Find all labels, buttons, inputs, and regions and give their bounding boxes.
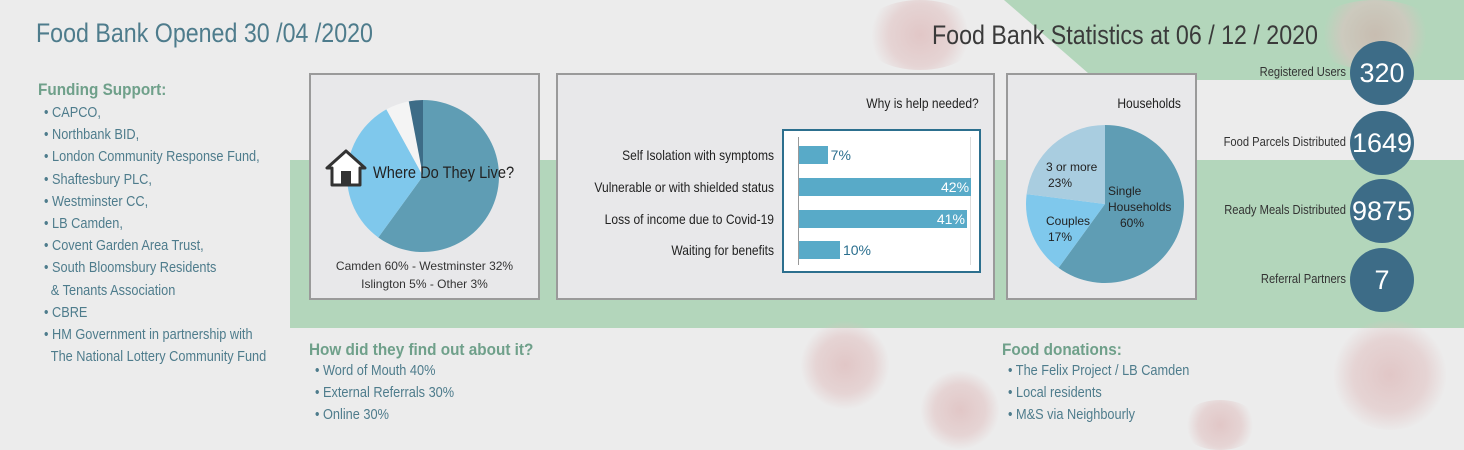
where-caption-2: Islington 5% - Other 3% xyxy=(361,277,488,291)
bar-category-label: Vulnerable or with shielded status xyxy=(594,179,774,195)
list-item: London Community Response Fund, xyxy=(44,146,266,168)
list-item: Word of Mouth 40% xyxy=(315,360,522,382)
where-pie-chart xyxy=(347,100,499,252)
why-title: Why is help needed? xyxy=(866,95,979,111)
virus-decoration xyxy=(1330,320,1450,430)
single-label-line-1: Single xyxy=(1108,184,1142,198)
bar-category-label: Loss of income due to Covid-19 xyxy=(604,211,774,227)
bar xyxy=(799,178,971,196)
households-title: Households xyxy=(1117,95,1181,111)
donations-section: Food donations: The Felix Project / LB C… xyxy=(1002,340,1221,426)
couples-pct: 17% xyxy=(1048,230,1073,244)
list-item: Westminster CC, xyxy=(44,191,266,213)
stat-value-meals: 9875 xyxy=(1350,179,1414,243)
bar-category-label: Self Isolation with symptoms xyxy=(622,147,774,163)
find-out-section: How did they find out about it? Word of … xyxy=(309,340,558,426)
pie-slice-westminster xyxy=(347,109,423,238)
pie-slice-islington xyxy=(386,101,423,176)
list-item: The National Lottery Community Fund xyxy=(50,348,267,366)
stat-label-meals: Ready Meals Distributed xyxy=(1224,202,1346,217)
list-item: CBRE xyxy=(44,302,266,324)
funding-list: CAPCO, Northbank BID, London Community R… xyxy=(44,102,305,368)
list-item: Northbank BID, xyxy=(44,124,266,146)
couples-label: Couples 17% xyxy=(1046,213,1090,245)
bar-value-label: 10% xyxy=(842,242,871,258)
stat-value-registered: 320 xyxy=(1350,41,1414,105)
pie-slice-couples xyxy=(1026,194,1105,268)
three-label: 3 or more 23% xyxy=(1046,159,1097,191)
stat-value-parcels: 1649 xyxy=(1350,111,1414,175)
donations-list: The Felix Project / LB Camden Local resi… xyxy=(1008,360,1221,426)
stat-label-parcels: Food Parcels Distributed xyxy=(1223,134,1346,149)
bar xyxy=(799,210,967,228)
virus-decoration xyxy=(1180,400,1260,450)
house-icon xyxy=(325,149,367,187)
virus-decoration xyxy=(800,320,890,410)
chart-gridline xyxy=(970,137,971,265)
list-item: External Referrals 30% xyxy=(315,382,522,404)
list-item: Local residents xyxy=(1008,382,1189,404)
virus-decoration xyxy=(920,370,1000,450)
single-label: Single Households 60% xyxy=(1108,183,1171,231)
why-bar-chart: 7% 42% 41% 10% xyxy=(782,129,981,273)
bar-value-label: 42% xyxy=(941,179,970,195)
list-item: Covent Garden Area Trust, xyxy=(44,235,266,257)
find-out-heading: How did they find out about it? xyxy=(309,340,534,359)
list-item: HM Government in partnership with xyxy=(44,324,266,346)
list-item: & Tenants Association xyxy=(50,281,176,299)
three-pct: 23% xyxy=(1048,176,1073,190)
list-item: LB Camden, xyxy=(44,213,266,235)
bar-value-label: 41% xyxy=(936,211,965,227)
stat-value-partners: 7 xyxy=(1350,248,1414,312)
pie-slice-single-households xyxy=(1058,125,1184,283)
where-caption-1: Camden 60% - Westminster 32% xyxy=(335,259,514,273)
list-item: Online 30% xyxy=(315,404,522,426)
couples-label-text: Couples xyxy=(1046,214,1091,228)
opened-title: Food Bank Opened 30 /04 /2020 xyxy=(36,18,373,48)
list-item: The Felix Project / LB Camden xyxy=(1008,360,1190,382)
three-label-text: 3 or more xyxy=(1046,160,1098,174)
stat-label-partners: Referral Partners xyxy=(1260,271,1346,286)
list-item: M&S via Neighbourly xyxy=(1008,404,1189,426)
chart-axis xyxy=(798,137,799,265)
bar xyxy=(799,241,840,259)
single-label-line-2: Households xyxy=(1108,200,1172,214)
funding-heading: Funding Support: xyxy=(38,80,167,99)
households-panel: Households Single Households 60% Couples… xyxy=(1006,73,1197,300)
stats-title: Food Bank Statistics at 06 / 12 / 2020 xyxy=(932,20,1318,50)
funding-section: Funding Support: CAPCO, Northbank BID, L… xyxy=(38,80,305,368)
list-item: South Bloomsbury Residents xyxy=(44,257,266,279)
pie-slice-3-or-more xyxy=(1026,125,1105,204)
pie-slice-other xyxy=(408,100,423,176)
find-out-list: Word of Mouth 40% External Referrals 30%… xyxy=(315,360,558,426)
list-item: CAPCO, xyxy=(44,102,266,124)
list-item: Shaftesbury PLC, xyxy=(44,169,266,191)
virus-decoration xyxy=(860,0,980,70)
why-panel: Why is help needed? 7% 42% 41% 10% Self Iso… xyxy=(556,73,995,300)
donations-heading: Food donations: xyxy=(1002,340,1122,359)
stat-label-registered: Registered Users xyxy=(1259,64,1346,79)
households-pie-chart xyxy=(1026,125,1184,283)
bar-category-label: Waiting for benefits xyxy=(671,242,774,258)
bar-value-label: 7% xyxy=(830,147,851,163)
bar xyxy=(799,146,828,164)
pie-slice-camden xyxy=(378,100,499,252)
single-pct: 60% xyxy=(1120,216,1145,230)
where-panel: Where Do They Live? Camden 60% - Westmin… xyxy=(309,73,540,300)
where-title: Where Do They Live? xyxy=(373,163,515,182)
